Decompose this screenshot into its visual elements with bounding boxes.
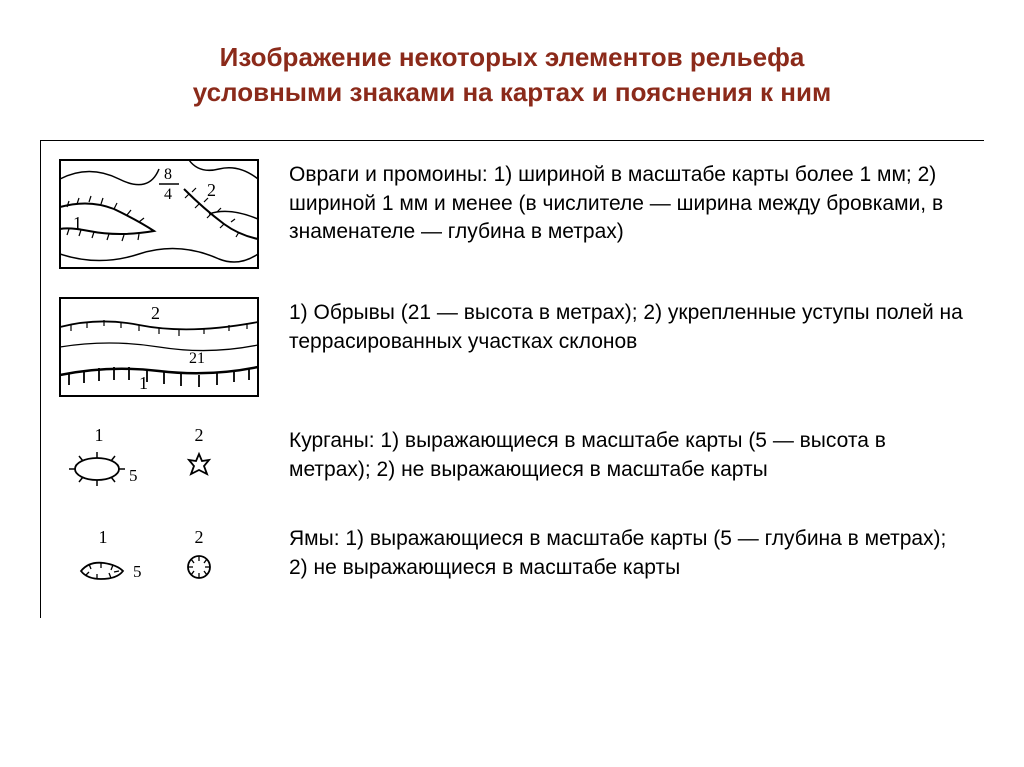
desc-mounds: Курганы: 1) выражающиеся в масштабе карт… bbox=[279, 425, 966, 484]
page-title: Изображение некоторых элементов рельефа … bbox=[40, 40, 984, 110]
label-1: 1 bbox=[73, 213, 82, 233]
label-21: 21 bbox=[189, 350, 205, 367]
title-line-2: условными знаками на картах и пояснения … bbox=[193, 77, 831, 107]
label-1: 1 bbox=[139, 373, 148, 393]
label-1: 1 bbox=[99, 527, 108, 547]
desc-pits: Ямы: 1) выражающиеся в масштабе карты (5… bbox=[279, 523, 966, 582]
legend-row-cliffs: 2 21 1 1) Обрывы (21 — высота в метрах);… bbox=[59, 297, 966, 397]
ravines-icon: 1 2 8 4 bbox=[59, 159, 259, 269]
content-box: 1 2 8 4 Овраги и промоины: 1) шириной в … bbox=[40, 140, 984, 618]
label-2: 2 bbox=[195, 527, 204, 547]
desc-ravines: Овраги и промоины: 1) шириной в масштабе… bbox=[279, 159, 966, 246]
symbol-pits: 1 5 2 bbox=[59, 523, 279, 593]
cliffs-icon: 2 21 1 bbox=[59, 297, 259, 397]
title-line-1: Изображение некоторых элементов рельефа bbox=[220, 42, 805, 72]
desc-cliffs: 1) Обрывы (21 — высота в метрах); 2) укр… bbox=[279, 297, 966, 356]
label-numerator: 8 bbox=[164, 166, 172, 183]
mounds-icon: 1 5 2 bbox=[59, 425, 259, 495]
label-5: 5 bbox=[129, 466, 138, 485]
legend-row-pits: 1 5 2 Ямы: 1) выражающиеся в масштабе ка… bbox=[59, 523, 966, 593]
label-2: 2 bbox=[151, 303, 160, 323]
label-5: 5 bbox=[133, 562, 142, 581]
symbol-mounds: 1 5 2 bbox=[59, 425, 279, 495]
legend-row-ravines: 1 2 8 4 Овраги и промоины: 1) шириной в … bbox=[59, 159, 966, 269]
symbol-ravines: 1 2 8 4 bbox=[59, 159, 279, 269]
label-1: 1 bbox=[95, 425, 104, 445]
label-2: 2 bbox=[195, 425, 204, 445]
label-denominator: 4 bbox=[164, 186, 172, 203]
document-page: Изображение некоторых элементов рельефа … bbox=[0, 0, 1024, 767]
legend-row-mounds: 1 5 2 Курганы: 1) выражающиеся в масштаб… bbox=[59, 425, 966, 495]
symbol-cliffs: 2 21 1 bbox=[59, 297, 279, 397]
label-2: 2 bbox=[207, 180, 216, 200]
pits-icon: 1 5 2 bbox=[59, 523, 259, 593]
